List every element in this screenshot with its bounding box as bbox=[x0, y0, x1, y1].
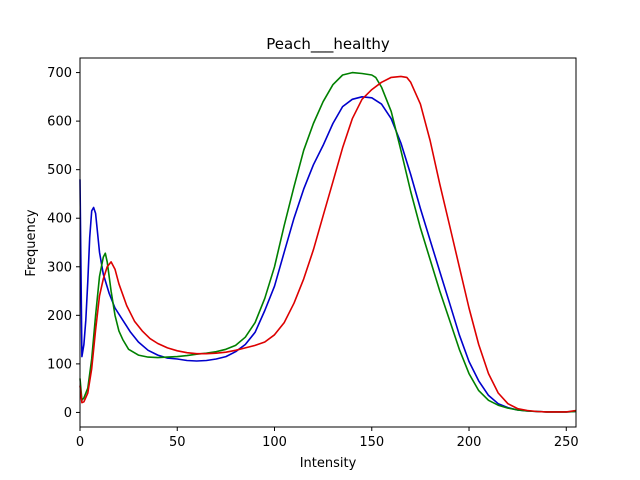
x-tick-label: 200 bbox=[457, 435, 482, 450]
x-axis-label: Intensity bbox=[300, 456, 357, 471]
y-tick-label: 400 bbox=[47, 212, 72, 227]
y-tick-label: 500 bbox=[47, 163, 72, 178]
series-layer bbox=[79, 71, 577, 413]
y-tick-label: 100 bbox=[47, 357, 72, 372]
chart-title: Peach___healthy bbox=[266, 35, 390, 54]
series-line-1 bbox=[79, 96, 577, 413]
y-tick-label: 300 bbox=[47, 260, 72, 275]
x-tick-label: 50 bbox=[169, 435, 186, 450]
x-tick-label: 100 bbox=[262, 435, 287, 450]
x-tick-label: 150 bbox=[359, 435, 384, 450]
y-tick-label: 700 bbox=[47, 66, 72, 81]
y-axis: 0 100 200 300 400 500 600 700 bbox=[47, 66, 80, 421]
series-line-2 bbox=[79, 71, 577, 413]
y-tick-label: 600 bbox=[47, 115, 72, 130]
plot-frame bbox=[79, 57, 577, 428]
x-axis: 0 50 100 150 200 250 bbox=[76, 427, 579, 450]
y-tick-label: 200 bbox=[47, 309, 72, 324]
y-axis-label: Frequency bbox=[24, 209, 39, 276]
x-tick-label: 250 bbox=[554, 435, 579, 450]
series-line-3 bbox=[79, 75, 577, 413]
x-tick-label: 0 bbox=[76, 435, 84, 450]
y-tick-label: 0 bbox=[64, 406, 72, 421]
